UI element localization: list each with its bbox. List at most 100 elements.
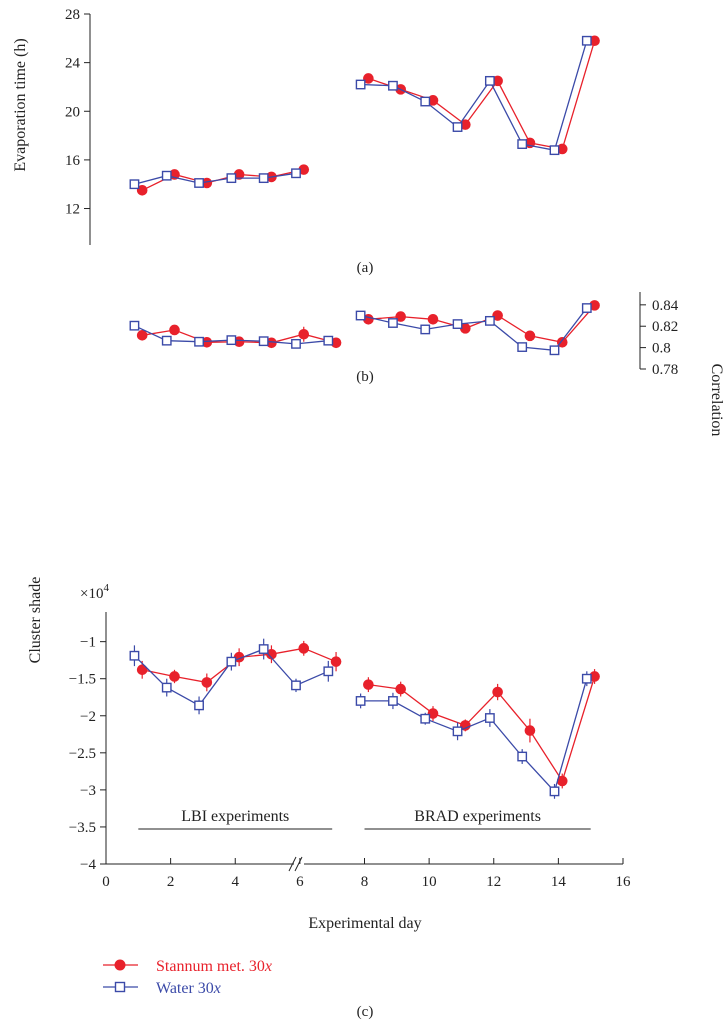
stannum-point bbox=[363, 73, 374, 84]
stannum-series-line bbox=[368, 304, 596, 344]
x-tick-label: 14 bbox=[551, 874, 567, 890]
stannum-point bbox=[524, 725, 536, 736]
stannum-point bbox=[233, 336, 245, 348]
stannum-point bbox=[201, 677, 213, 688]
water-point bbox=[420, 96, 431, 107]
water-point bbox=[161, 682, 172, 693]
stannum-point bbox=[136, 184, 148, 196]
water-point bbox=[129, 320, 140, 331]
water-point bbox=[388, 696, 398, 706]
water-point bbox=[549, 786, 560, 797]
water-point bbox=[484, 713, 495, 723]
water-point bbox=[355, 696, 366, 706]
water-point bbox=[484, 75, 495, 86]
annotation-label: BRAD experiments bbox=[414, 808, 541, 825]
stannum-point bbox=[298, 328, 310, 340]
y-tick-label: −2 bbox=[80, 709, 96, 725]
stannum-point bbox=[556, 143, 568, 155]
stannum-point bbox=[556, 775, 568, 787]
water-point bbox=[355, 310, 366, 321]
y-tick-label: 0.8 bbox=[652, 341, 671, 357]
stannum-point bbox=[266, 337, 277, 349]
panel-a-evaporation-time: Evaporation time (h) (a) 12 16 20 24 28 bbox=[12, 7, 600, 276]
y-tick-label: −4 bbox=[80, 857, 96, 873]
water-point bbox=[161, 335, 172, 346]
stannum-point bbox=[363, 679, 374, 690]
stannum-point bbox=[298, 164, 310, 175]
water-point bbox=[161, 170, 172, 181]
water-series-line bbox=[360, 307, 588, 351]
stannum-point bbox=[330, 656, 342, 667]
water-point bbox=[226, 656, 237, 667]
water-point bbox=[420, 324, 431, 335]
stannum-point bbox=[524, 330, 536, 342]
panel-b-ylabel: Correlation bbox=[708, 364, 725, 437]
water-point bbox=[194, 178, 204, 188]
water-point bbox=[226, 335, 237, 346]
y-tick-label: 0.78 bbox=[652, 362, 678, 378]
stannum-point bbox=[460, 720, 471, 731]
panel-a-label: (a) bbox=[357, 260, 374, 276]
x-tick-label: 0 bbox=[102, 874, 110, 890]
x-tick-label: 12 bbox=[486, 874, 501, 890]
stannum-point bbox=[395, 311, 406, 322]
y-tick-label: 24 bbox=[65, 56, 81, 72]
legend-water-name: Water 30 bbox=[156, 980, 214, 997]
stannum-point bbox=[136, 664, 148, 676]
water-point bbox=[323, 666, 334, 677]
stannum-point bbox=[589, 35, 600, 47]
stannum-point bbox=[556, 336, 568, 348]
panel-c-multiplier: ×104 bbox=[80, 582, 109, 602]
panel-c-label: (c) bbox=[357, 1004, 374, 1020]
stannum-point bbox=[460, 323, 471, 334]
axis-break-mark bbox=[288, 856, 297, 872]
y-tick-label: 28 bbox=[65, 7, 80, 23]
x-tick-label: 6 bbox=[296, 874, 304, 890]
stannum-point bbox=[589, 671, 600, 682]
x-tick-label: 8 bbox=[361, 874, 369, 890]
water-point bbox=[517, 342, 528, 352]
stannum-point bbox=[266, 648, 277, 660]
water-point bbox=[291, 680, 301, 691]
stannum-point bbox=[492, 75, 503, 87]
water-point bbox=[517, 139, 528, 149]
water-point bbox=[452, 726, 463, 737]
water-point bbox=[581, 673, 592, 684]
x-tick-label: 4 bbox=[232, 874, 240, 890]
stannum-point bbox=[427, 708, 439, 719]
legend-water-suffix: x bbox=[213, 980, 221, 997]
water-point bbox=[549, 145, 560, 156]
water-point bbox=[452, 122, 463, 132]
water-point bbox=[549, 345, 560, 356]
water-point bbox=[517, 751, 528, 762]
stannum-point bbox=[201, 177, 213, 189]
stannum-point bbox=[427, 313, 439, 325]
legend-stannum-label: Stannum met. 30x bbox=[156, 958, 272, 975]
panel-b-label: (b) bbox=[356, 369, 374, 385]
stannum-point bbox=[233, 169, 245, 180]
y-tick-label: 16 bbox=[65, 153, 81, 169]
panel-c-ylabel: Cluster shade bbox=[27, 577, 44, 664]
legend-water-marker bbox=[114, 981, 126, 993]
panel-c-xlabel: Experimental day bbox=[308, 915, 421, 932]
water-point bbox=[388, 318, 398, 328]
water-point bbox=[581, 303, 592, 313]
legend-water-label: Water 30x bbox=[156, 980, 221, 997]
legend-stannum-marker bbox=[114, 959, 126, 971]
water-point bbox=[129, 650, 140, 661]
y-tick-label: −1 bbox=[80, 635, 96, 651]
y-tick-label: 0.84 bbox=[652, 298, 679, 314]
water-point bbox=[258, 336, 269, 347]
y-tick-label: 20 bbox=[65, 104, 80, 120]
x-tick-label: 2 bbox=[167, 874, 175, 890]
y-tick-label: 12 bbox=[65, 202, 80, 218]
legend-stannum-name: Stannum met. 30 bbox=[156, 958, 265, 975]
x-tick-label: 16 bbox=[616, 874, 632, 890]
legend: Stannum met. 30x Water 30x bbox=[103, 958, 272, 997]
stannum-point bbox=[395, 683, 406, 695]
panel-c-cluster-shade: Cluster shade Experimental day ×104 (c) … bbox=[27, 577, 631, 1020]
water-point bbox=[258, 644, 269, 654]
stannum-point bbox=[136, 330, 148, 341]
y-tick-label: −1.5 bbox=[69, 672, 96, 688]
